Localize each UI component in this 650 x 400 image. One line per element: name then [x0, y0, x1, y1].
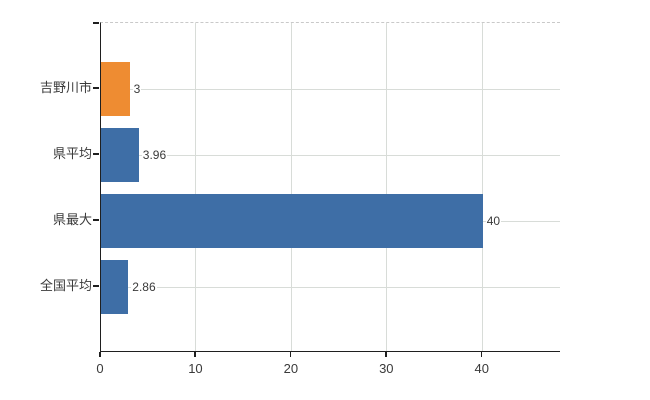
y-axis-label: 県平均 — [52, 146, 92, 161]
x-axis-tick — [385, 352, 387, 357]
y-axis-label: 県最大 — [52, 212, 92, 227]
y-axis-tick — [93, 153, 99, 155]
vertical-gridline — [195, 23, 197, 351]
y-axis-tick — [93, 87, 99, 89]
bar-value-label: 3 — [132, 82, 142, 96]
x-axis-tick — [99, 352, 101, 357]
plot-area: 3 3.96 40 2.86 — [100, 22, 560, 352]
vertical-gridline — [481, 23, 483, 351]
horizontal-gridline — [101, 89, 560, 90]
x-axis-tick — [194, 352, 196, 357]
bar — [101, 128, 139, 182]
x-axis-tick — [480, 352, 483, 357]
y-axis-end-tick — [93, 22, 99, 24]
horizontal-gridline — [101, 155, 560, 156]
vertical-gridline — [290, 23, 292, 351]
y-axis-tick — [93, 285, 99, 287]
vertical-gridline — [386, 23, 388, 351]
bar — [101, 194, 483, 248]
x-axis-label: 30 — [379, 361, 394, 376]
x-axis-label: 20 — [283, 361, 299, 376]
bar — [101, 260, 129, 314]
y-axis-tick — [93, 219, 99, 221]
horizontal-gridline — [101, 287, 560, 288]
bar-value-label: 3.96 — [141, 148, 168, 162]
y-axis-label: 吉野川市 — [39, 80, 92, 95]
x-axis-tick — [289, 352, 292, 357]
bar-value-label: 2.86 — [131, 280, 157, 294]
bar-value-label: 40 — [485, 214, 502, 228]
x-axis-label: 40 — [474, 361, 489, 376]
x-axis-label: 10 — [188, 361, 203, 376]
x-axis-label: 0 — [96, 361, 104, 376]
bar — [101, 62, 130, 116]
y-axis-label: 全国平均 — [39, 278, 92, 293]
